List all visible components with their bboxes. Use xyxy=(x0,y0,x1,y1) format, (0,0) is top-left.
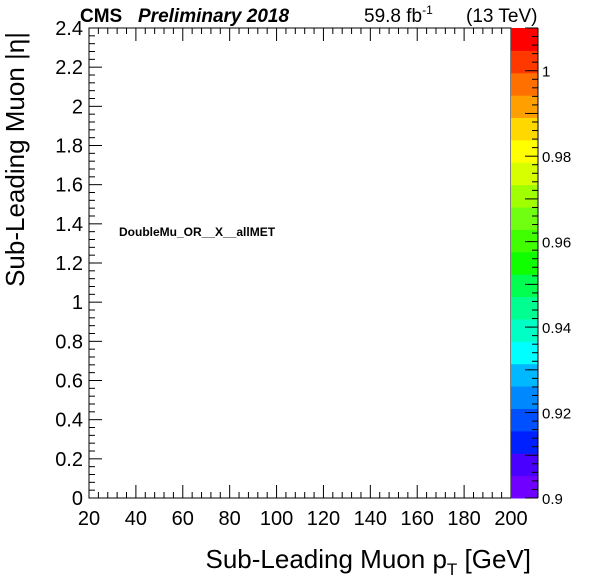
axis-ticks xyxy=(88,27,512,499)
palette-swatch xyxy=(511,386,538,409)
energy-label: (13 TeV) xyxy=(466,6,537,27)
x-tick-label: 20 xyxy=(78,508,100,530)
palette-swatch xyxy=(511,117,538,141)
y-axis-title: Sub-Leading Muon |η| xyxy=(0,32,30,287)
y-tick-label: 1.8 xyxy=(55,136,83,158)
y-tick-label: 0.6 xyxy=(55,371,83,393)
palette-swatch xyxy=(511,274,538,298)
y-tick-label: 0.4 xyxy=(55,410,83,432)
y-tick-label: 1.2 xyxy=(55,253,83,275)
palette-swatch xyxy=(511,453,538,477)
palette-swatch xyxy=(511,341,538,365)
y-tick-label: 1.4 xyxy=(55,214,83,236)
palette-swatch xyxy=(511,363,538,387)
palette-swatch xyxy=(511,139,538,163)
x-axis-title: Sub-Leading Muon pT [GeV] xyxy=(206,544,532,576)
z-tick-label: 0.9 xyxy=(542,491,563,508)
x-tick-label: 80 xyxy=(219,508,241,530)
experiment-label: CMS xyxy=(80,6,122,27)
z-tick-label: 0.98 xyxy=(542,149,571,166)
palette-swatch xyxy=(511,229,538,253)
y-tick-label: 2 xyxy=(72,96,83,118)
palette-swatch xyxy=(511,296,538,320)
color-palette xyxy=(511,27,539,499)
palette-swatch xyxy=(511,72,538,96)
x-tick-label: 180 xyxy=(447,508,480,530)
x-tick-label: 120 xyxy=(307,508,340,530)
x-tick-label: 100 xyxy=(260,508,293,530)
palette-swatch xyxy=(511,318,538,342)
palette-swatch xyxy=(511,184,538,208)
palette-swatch xyxy=(511,28,538,51)
x-tick-label: 200 xyxy=(494,508,527,530)
y-tick-label: 0.8 xyxy=(55,331,83,353)
lumi-label: 59.8 fb-1 xyxy=(364,3,433,27)
y-tick-labels: 0 0.2 0.4 0.6 0.8 1 1.2 1.4 1.6 1.8 2 2.2 2.4 xyxy=(55,18,83,510)
palette-swatch xyxy=(511,408,538,432)
x-tick-labels: 20 40 60 80 100 120 140 160 180 200 xyxy=(78,508,528,530)
y-tick-label: 2.4 xyxy=(55,18,83,40)
y-tick-label: 2.2 xyxy=(55,57,83,79)
palette-swatch xyxy=(511,50,538,74)
plot-area xyxy=(88,27,512,499)
x-tick-label: 60 xyxy=(172,508,194,530)
y-tick-label: 0.2 xyxy=(55,449,83,471)
z-tick-label: 1 xyxy=(542,64,550,81)
y-tick-label: 1.6 xyxy=(55,175,83,197)
x-tick-label: 140 xyxy=(354,508,387,530)
y-tick-label: 0 xyxy=(72,488,83,510)
selection-annotation: DoubleMu_OR__X__allMET xyxy=(119,225,276,239)
x-tick-label: 40 xyxy=(125,508,147,530)
palette-swatch xyxy=(511,162,538,186)
z-tick-label: 0.96 xyxy=(542,235,571,252)
palette-swatch xyxy=(511,430,538,454)
palette-swatch xyxy=(511,207,538,230)
z-tick-label: 0.92 xyxy=(542,406,571,423)
palette-swatch xyxy=(511,475,538,499)
x-tick-label: 160 xyxy=(401,508,434,530)
y-tick-label: 1 xyxy=(72,292,83,314)
status-label: Preliminary 2018 xyxy=(138,6,289,27)
z-tick-label: 0.94 xyxy=(542,320,571,337)
z-tick-labels: 0.9 0.92 0.94 0.96 0.98 1 xyxy=(542,64,571,508)
palette-swatch xyxy=(511,95,538,119)
palette-swatch xyxy=(511,251,538,275)
